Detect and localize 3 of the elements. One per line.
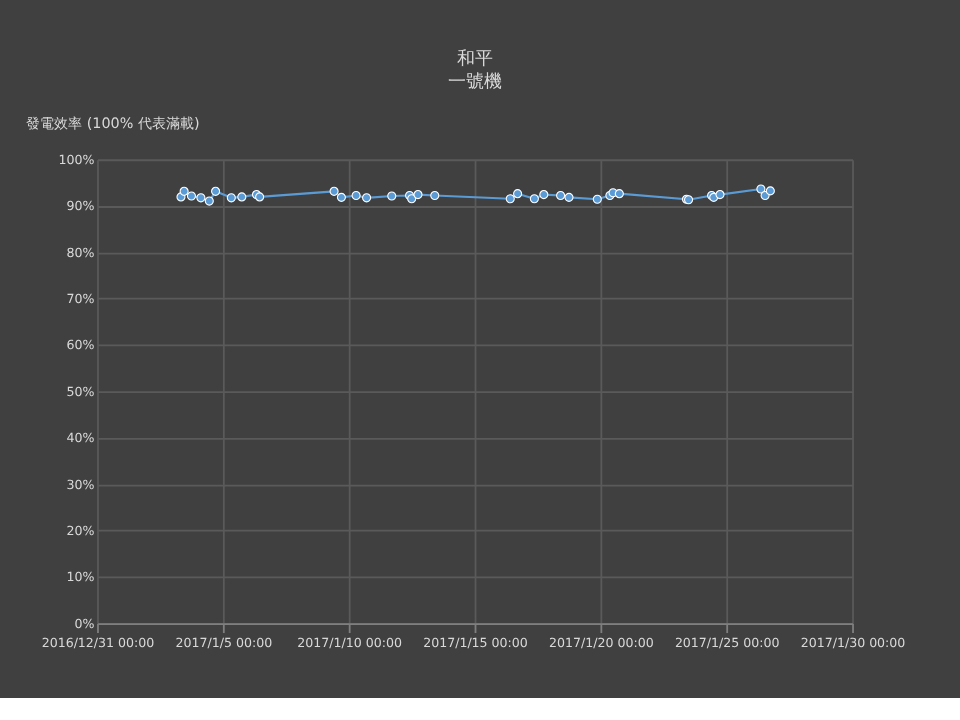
chart-title: 和平	[456, 48, 493, 71]
chart-subtitle: 一號機	[447, 71, 502, 94]
y-axis-title: 發電效率 (100% 代表滿載)	[26, 113, 200, 132]
